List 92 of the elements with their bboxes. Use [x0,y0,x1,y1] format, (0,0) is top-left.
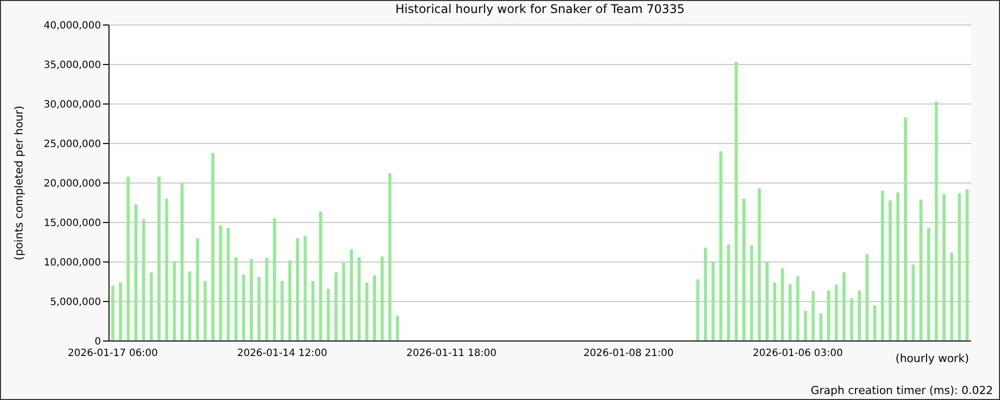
bar [242,274,246,341]
bar [304,236,307,341]
bar [172,261,176,341]
bar [396,316,400,341]
x-tick-label: 2026-01-11 18:00 [406,348,497,360]
x-tick-label: 2026-01-06 03:00 [752,348,843,360]
bar [165,198,168,341]
bar [142,219,146,341]
x-tick-label: 2026-01-14 12:00 [237,348,328,360]
bar [804,310,807,341]
bar [280,280,284,341]
x-tick-label: 2026-01-17 06:00 [68,348,158,360]
bar [265,258,268,341]
bar [750,245,754,341]
bar [934,102,938,341]
bar [727,244,730,341]
bar [819,313,822,341]
bar [788,284,792,341]
bar [696,279,700,341]
bar [326,288,330,341]
text: Graph creation timer (ms): 0.022 [810,384,993,397]
bar [796,276,800,341]
bar [342,262,346,341]
bar [896,192,900,341]
bar [196,238,199,341]
bar [211,152,214,341]
bar [880,190,884,341]
bar [858,290,861,341]
bar [234,257,238,341]
bar [950,252,954,341]
bar [704,248,707,341]
y-tick-label: 15,000,000 [44,218,101,230]
bar [773,282,776,341]
bar [842,272,846,341]
bar [272,218,276,341]
bar [827,290,830,341]
bar [388,174,392,341]
x-axis-title: (hourly work) [896,352,969,365]
bar [734,62,738,341]
y-tick-label: 40,000,000 [44,20,101,32]
bar [719,151,722,341]
bar [904,117,908,341]
y-tick-label: 5,000,000 [50,297,101,308]
bar [365,282,368,341]
bar [966,189,969,341]
bar [766,262,769,341]
y-tick-label: 0 [94,336,101,348]
y-tick-label: 20,000,000 [44,178,101,190]
bar [850,298,854,341]
y-tick-label: 25,000,000 [44,139,101,150]
bar [380,256,384,341]
y-axis-title: (points completed per hour) [12,106,26,260]
bar [134,204,138,341]
bar [250,258,253,341]
bar [226,228,230,341]
bar [919,200,922,341]
bar [866,254,869,341]
bar [296,238,300,341]
bar [742,198,746,341]
bar [288,260,292,341]
bar [119,282,122,341]
bar [188,271,192,341]
bar [319,211,322,341]
chart-title: Historical hourly work for Snaker of Team 70335 [394,2,686,16]
bar [126,176,130,341]
bar [780,268,784,341]
bar [942,194,946,341]
bar [888,200,892,341]
bar [873,305,876,341]
bar [258,277,261,341]
bar [150,272,153,341]
y-tick-label: 30,000,000 [44,100,101,111]
bar [712,262,715,341]
bar [912,264,915,341]
bar [834,284,838,341]
x-tick-label: 2026-01-08 21:00 [583,348,674,360]
bar [350,249,353,341]
bar [111,286,114,341]
bar [180,183,184,341]
bar [334,272,338,341]
bar [758,188,761,341]
bar [311,280,314,341]
y-tick-label: 10,000,000 [44,258,101,269]
bar [927,228,930,341]
bar [204,280,207,341]
bar [958,193,961,341]
bar [219,226,222,341]
bar [812,291,815,341]
y-tick-label: 35,000,000 [44,60,101,72]
bar [157,176,160,341]
bar [358,257,361,341]
bar [372,275,376,341]
